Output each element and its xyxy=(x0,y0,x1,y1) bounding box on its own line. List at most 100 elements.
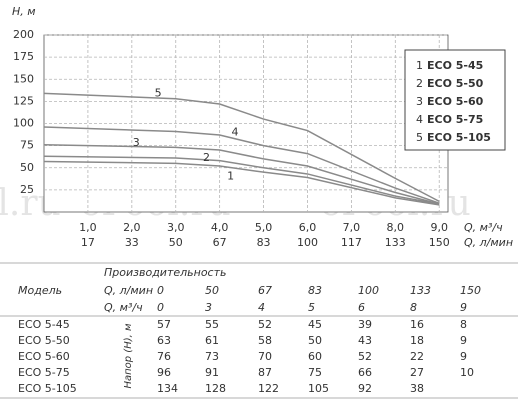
flow-value: 0 xyxy=(157,284,164,297)
table-value: 66 xyxy=(358,366,372,379)
flow-value: 83 xyxy=(308,284,322,297)
curve-label: 3 xyxy=(133,136,140,149)
model-name: ECO 5-60 xyxy=(18,350,70,363)
y-tick-label: 200 xyxy=(13,28,34,41)
y-tick-label: 150 xyxy=(13,72,34,85)
table-value: 8 xyxy=(460,318,467,331)
legend-label: ECO 5-60 xyxy=(427,95,484,108)
table-value: 96 xyxy=(157,366,171,379)
flow-value: 150 xyxy=(460,284,481,297)
x2-tick-label: 33 xyxy=(125,236,139,249)
y-tick-label: 50 xyxy=(20,161,34,174)
x2-tick-label: 150 xyxy=(429,236,450,249)
x2-tick-label: 83 xyxy=(257,236,271,249)
curve xyxy=(43,92,440,203)
legend-number: 1 xyxy=(416,59,423,72)
curve-label: 4 xyxy=(232,125,239,138)
legend-label: ECO 5-50 xyxy=(427,77,484,90)
table-value: 52 xyxy=(358,350,372,363)
table-value: 73 xyxy=(205,350,219,363)
x-axis-label: Q, м³/ч xyxy=(464,221,503,234)
table-value: 122 xyxy=(258,382,279,395)
curve xyxy=(43,155,440,205)
flow-value: 0 xyxy=(157,301,164,314)
flow-value: 100 xyxy=(358,284,379,297)
table-value: 39 xyxy=(358,318,372,331)
table-value: 38 xyxy=(410,382,424,395)
legend-number: 2 xyxy=(416,77,423,90)
x2-axis-label: Q, л/мин xyxy=(464,236,513,249)
x2-tick-label: 100 xyxy=(297,236,318,249)
flow-value: 9 xyxy=(460,301,467,314)
table-value: 76 xyxy=(157,350,171,363)
legend-number: 3 xyxy=(416,95,423,108)
curve xyxy=(43,143,440,205)
y-tick-label: 25 xyxy=(20,183,34,196)
table-value: 27 xyxy=(410,366,424,379)
table-value: 92 xyxy=(358,382,372,395)
legend-label: ECO 5-105 xyxy=(427,131,491,144)
x-tick-label: 7,0 xyxy=(343,221,361,234)
x-tick-label: 6,0 xyxy=(299,221,317,234)
x-tick-label: 2,0 xyxy=(123,221,141,234)
curve-label: 2 xyxy=(203,151,210,164)
legend-label: ECO 5-75 xyxy=(427,113,483,126)
flow-value: 6 xyxy=(358,301,365,314)
legend-box xyxy=(404,49,506,151)
x2-tick-label: 117 xyxy=(341,236,362,249)
x-tick-label: 5,0 xyxy=(255,221,273,234)
y-tick-label: 175 xyxy=(13,50,34,63)
x2-tick-label: 50 xyxy=(169,236,183,249)
x2-tick-label: 17 xyxy=(81,236,95,249)
x-tick-label: 8,0 xyxy=(387,221,405,234)
table-value: 10 xyxy=(460,366,474,379)
table-value: 45 xyxy=(308,318,322,331)
flow-value: 50 xyxy=(205,284,219,297)
flow-value: 133 xyxy=(410,284,431,297)
flow-value: 3 xyxy=(205,301,212,314)
model-header: Модель xyxy=(18,284,62,297)
curve-label: 5 xyxy=(155,86,162,99)
table-value: 58 xyxy=(258,334,272,347)
table-value: 9 xyxy=(460,334,467,347)
table-value: 16 xyxy=(410,318,424,331)
model-name: ECO 5-75 xyxy=(18,366,70,379)
table-value: 55 xyxy=(205,318,219,331)
y-axis-label: H, м xyxy=(12,5,36,18)
y-tick-label: 100 xyxy=(13,117,34,130)
legend-label: ECO 5-45 xyxy=(427,59,483,72)
x-tick-label: 4,0 xyxy=(211,221,229,234)
legend-number: 5 xyxy=(416,131,423,144)
table-value: 134 xyxy=(157,382,178,395)
flow-value: 67 xyxy=(258,284,272,297)
table-value: 43 xyxy=(358,334,372,347)
model-name: ECO 5-50 xyxy=(18,334,70,347)
y-tick-label: 75 xyxy=(20,139,34,152)
y-tick-label: 125 xyxy=(13,94,34,107)
x-tick-label: 1,0 xyxy=(79,221,97,234)
table-value: 18 xyxy=(410,334,424,347)
table-value: 61 xyxy=(205,334,219,347)
curve xyxy=(43,160,440,206)
x2-tick-label: 133 xyxy=(385,236,406,249)
flow-label: Q, м³/ч xyxy=(104,301,143,314)
x-tick-label: 3,0 xyxy=(167,221,185,234)
curve xyxy=(43,126,440,204)
table-value: 22 xyxy=(410,350,424,363)
curve-label: 1 xyxy=(227,170,234,183)
flow-value: 4 xyxy=(258,301,265,314)
flow-value: 8 xyxy=(410,301,417,314)
model-name: ECO 5-105 xyxy=(18,382,77,395)
flow-label: Q, л/мин xyxy=(104,284,153,297)
table-value: 70 xyxy=(258,350,272,363)
table-value: 75 xyxy=(308,366,322,379)
table-value: 57 xyxy=(157,318,171,331)
table-value: 50 xyxy=(308,334,322,347)
legend-number: 4 xyxy=(416,113,423,126)
table-value: 9 xyxy=(460,350,467,363)
table-value: 60 xyxy=(308,350,322,363)
table-header: Производительность xyxy=(104,266,227,279)
table-value: 52 xyxy=(258,318,272,331)
flow-value: 5 xyxy=(308,301,315,314)
table-value: 128 xyxy=(205,382,226,395)
